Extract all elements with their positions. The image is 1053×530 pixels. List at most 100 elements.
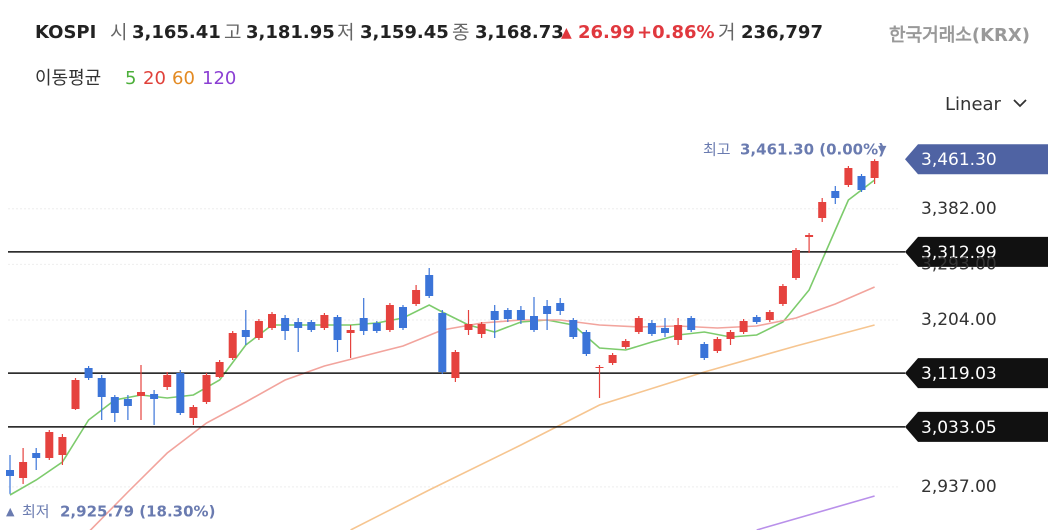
candle-body xyxy=(163,375,172,387)
candle-body xyxy=(464,324,473,330)
price-box-label: 3,033.05 xyxy=(921,418,997,438)
candle-body xyxy=(399,307,407,328)
price-box xyxy=(905,358,1048,389)
candle-body xyxy=(451,352,460,378)
candle-body xyxy=(687,318,696,330)
quote-label: 저 xyxy=(337,22,354,44)
candle-body xyxy=(805,235,814,237)
candle-body xyxy=(503,310,512,319)
change-pct: +0.86% xyxy=(637,22,715,43)
candle-body xyxy=(281,318,290,331)
candle-body xyxy=(765,312,774,320)
symbol: KOSPI xyxy=(35,22,96,43)
y-tick-label: 2,937.00 xyxy=(921,477,997,497)
max-text: 3,461.30 (0.00%) xyxy=(740,141,885,159)
change: 26.99 xyxy=(578,22,635,43)
price-box xyxy=(905,236,1048,267)
legend-entry: 120 xyxy=(202,68,236,89)
candle-body xyxy=(582,332,591,354)
ma-line xyxy=(756,495,875,530)
candles xyxy=(6,159,879,494)
candle-body xyxy=(831,191,840,198)
candle-body xyxy=(202,375,211,402)
current-price-box xyxy=(905,144,1048,175)
candle-body xyxy=(490,311,499,320)
price-box-label: 3,119.03 xyxy=(921,364,997,384)
candle-body xyxy=(621,341,630,347)
candle-body xyxy=(6,470,14,476)
quote-value: 3,181.95 xyxy=(246,22,335,43)
candle-body xyxy=(189,407,198,418)
candle-body xyxy=(110,397,119,413)
candle-body xyxy=(294,322,303,328)
candle-body xyxy=(739,321,748,332)
quote-value: 3,168.73 xyxy=(475,22,564,43)
quote-label: 고 xyxy=(224,22,241,44)
quote-label: 종 xyxy=(452,22,469,44)
candle-body xyxy=(477,324,486,334)
candle-body xyxy=(84,368,93,378)
min-icon: ▲ xyxy=(6,505,15,518)
volume-label: 거 xyxy=(718,22,735,44)
y-tick-label: 3,293.00 xyxy=(921,254,997,274)
candle-body xyxy=(176,373,185,413)
candle-body xyxy=(857,176,866,190)
candle-body xyxy=(372,323,381,331)
candle-body xyxy=(359,318,368,331)
current-price-label: 3,461.30 xyxy=(921,150,997,170)
candle-body xyxy=(608,355,617,363)
candle-body xyxy=(19,462,28,478)
candle-body xyxy=(346,330,355,333)
candle-body xyxy=(438,313,447,372)
candle-body xyxy=(333,317,342,340)
candle-body xyxy=(45,432,54,458)
candle-body xyxy=(307,322,316,330)
candle-body xyxy=(254,321,263,338)
candle-body xyxy=(661,328,669,333)
up-icon: ▲ xyxy=(561,25,572,41)
horizontal-lines: 3,312.99 3,119.03 3,033.05 xyxy=(8,236,1048,442)
quote-value: 3,165.41 xyxy=(132,22,221,43)
scale-toggle[interactable]: Linear xyxy=(945,94,1002,115)
candle-body xyxy=(516,310,525,320)
candle-body xyxy=(713,339,722,351)
candle-body xyxy=(268,314,276,328)
header: KOSPI ▲ 26.99 +0.86% 거 236,797 한국거래소(KRX… xyxy=(35,22,1030,116)
grid xyxy=(8,208,900,488)
candle-body xyxy=(700,344,709,358)
max-caption: 최고 xyxy=(703,141,731,159)
volume: 236,797 xyxy=(741,22,823,43)
candle-body xyxy=(595,367,604,368)
legend-entry: 20 xyxy=(143,68,166,89)
candle-body xyxy=(530,316,538,330)
price-box xyxy=(905,411,1048,442)
candle-body xyxy=(778,286,787,304)
candle-body xyxy=(215,362,224,377)
candle-body xyxy=(792,250,800,278)
min-caption: 최저 xyxy=(22,503,50,521)
candle-body xyxy=(726,332,735,339)
candle-body xyxy=(385,305,394,330)
candle-body xyxy=(320,315,329,328)
price-box-label: 3,312.99 xyxy=(921,243,997,263)
candle-body xyxy=(150,394,159,399)
candle-body xyxy=(241,330,250,337)
legend-entry: 60 xyxy=(172,68,195,89)
candle-body xyxy=(752,317,761,322)
candle-body xyxy=(228,333,237,358)
candle-body xyxy=(634,318,643,332)
chevron[interactable] xyxy=(1013,99,1027,108)
quote-value: 3,159.45 xyxy=(360,22,449,43)
quote-label: 시 xyxy=(110,22,127,44)
candle-body xyxy=(870,161,879,178)
candle-body xyxy=(32,453,41,458)
candle-body xyxy=(137,392,145,396)
ma-line xyxy=(350,324,875,530)
legend-entry: 5 xyxy=(125,68,136,89)
min-text: 2,925.79 (18.30%) xyxy=(60,503,215,521)
y-tick-label: 3,204.00 xyxy=(921,310,997,330)
candle-body xyxy=(97,378,106,397)
candle-body xyxy=(425,275,434,296)
candle-body xyxy=(58,437,67,455)
